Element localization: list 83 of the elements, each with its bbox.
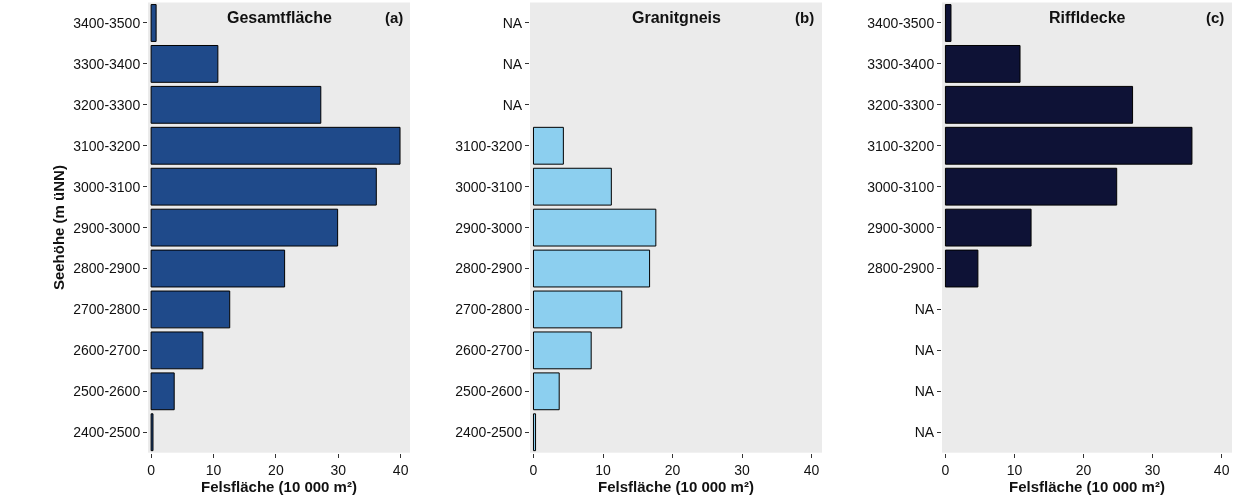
- y-tick-label: NA: [502, 96, 523, 113]
- bar: [532, 372, 560, 411]
- y-tick-label: 2800-2900: [867, 260, 935, 277]
- x-tick-label: 40: [803, 461, 820, 478]
- bar: [944, 85, 1134, 124]
- y-tick-label: 2800-2900: [455, 260, 523, 277]
- x-tick-label: 40: [392, 461, 409, 478]
- chart-title: Gesamtfläche: [227, 9, 333, 26]
- y-tick-label: 3100-3200: [867, 137, 935, 154]
- y-tick-label: 3300-3400: [73, 55, 141, 72]
- y-tick-label: 3100-3200: [455, 137, 523, 154]
- x-tick-label: 30: [734, 461, 751, 478]
- annotation: (b): [795, 9, 815, 26]
- y-tick-label: 3000-3100: [455, 178, 523, 195]
- chart-title: Granitgneis: [632, 9, 722, 26]
- y-tick-label: 3300-3400: [867, 55, 935, 72]
- y-tick-label: 3100-3200: [73, 137, 141, 154]
- y-tick-label: NA: [502, 55, 523, 72]
- bar: [944, 126, 1193, 165]
- y-tick-label: 2900-3000: [455, 219, 523, 236]
- y-tick-label: 2400-2500: [455, 424, 523, 441]
- y-tick-label: 2400-2500: [73, 424, 141, 441]
- y-tick-label: 2500-2600: [73, 383, 141, 400]
- y-axis-title: Seehöhe (m üNN): [50, 165, 68, 291]
- x-tick-label: 30: [330, 461, 347, 478]
- y-tick-label: 3400-3500: [73, 14, 141, 31]
- bar: [150, 4, 157, 42]
- y-tick-label: 3000-3100: [73, 178, 141, 195]
- bar: [532, 208, 657, 247]
- chart-title: Riffldecke: [1049, 9, 1126, 26]
- bar: [532, 126, 564, 165]
- annotation: (c): [1206, 9, 1225, 26]
- y-tick-label: 2700-2800: [455, 301, 523, 318]
- x-tick-label: 0: [529, 461, 538, 478]
- bar: [150, 331, 204, 370]
- bar: [150, 249, 286, 288]
- y-tick-label: 3000-3100: [867, 178, 935, 195]
- bar: [944, 249, 979, 288]
- bar: [532, 331, 592, 370]
- y-tick-label: NA: [914, 424, 935, 441]
- bar: [532, 249, 651, 288]
- x-tick-label: 20: [664, 461, 681, 478]
- y-tick-label: 3200-3300: [867, 96, 935, 113]
- bar: [532, 290, 623, 329]
- x-tick-label: 0: [941, 461, 950, 478]
- y-tick-label: 2800-2900: [73, 260, 141, 277]
- x-axis-title: Felsfläche (10 000 m²): [1009, 477, 1165, 495]
- bar: [150, 208, 339, 247]
- x-tick-label: 10: [205, 461, 222, 478]
- x-axis-title: Felsfläche (10 000 m²): [201, 477, 357, 495]
- x-tick-label: 20: [1075, 461, 1092, 478]
- y-tick-label: NA: [914, 301, 935, 318]
- x-tick-label: 20: [268, 461, 284, 478]
- y-tick-label: 2500-2600: [455, 383, 523, 400]
- y-tick-label: 2900-3000: [73, 219, 141, 236]
- bar: [532, 413, 537, 452]
- x-tick-label: 30: [1144, 461, 1161, 478]
- y-tick-label: NA: [914, 383, 935, 400]
- x-tick-label: 40: [1213, 461, 1230, 478]
- x-axis-title: Felsfläche (10 000 m²): [598, 477, 754, 495]
- bar: [150, 290, 231, 329]
- bar: [944, 44, 1021, 83]
- x-tick-label: 0: [147, 461, 156, 478]
- y-tick-label: 2900-3000: [867, 219, 935, 236]
- annotation: (a): [385, 9, 404, 26]
- y-tick-label: 3200-3300: [73, 96, 141, 113]
- bar: [150, 372, 175, 411]
- y-tick-label: 2600-2700: [73, 342, 141, 359]
- bar: [944, 208, 1032, 247]
- bar: [532, 167, 612, 206]
- y-tick-label: 3400-3500: [867, 14, 935, 31]
- y-tick-label: 2600-2700: [455, 342, 523, 359]
- y-tick-label: NA: [502, 14, 523, 31]
- y-tick-label: 2700-2800: [73, 301, 141, 318]
- bar: [944, 167, 1118, 206]
- bar: [150, 85, 322, 124]
- bar: [150, 167, 377, 206]
- bar: [150, 44, 219, 83]
- bar: [944, 4, 952, 42]
- x-tick-label: 10: [1006, 461, 1023, 478]
- y-tick-label: NA: [914, 342, 935, 359]
- bar: [150, 126, 401, 165]
- x-tick-label: 10: [595, 461, 611, 478]
